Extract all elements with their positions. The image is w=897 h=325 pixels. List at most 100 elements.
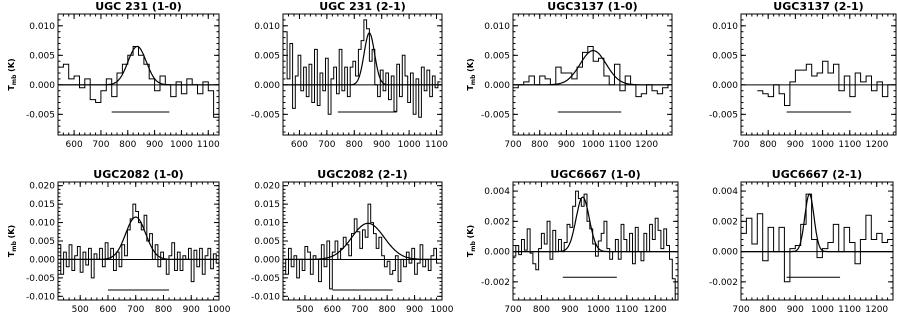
y-tick-label: 0.015 (29, 200, 55, 210)
y-tick-label: -0.010 (26, 292, 55, 302)
spectrum-panel: UGC2082 (2-1) 500 600 700 800 900 1000 -0.010 -0… (251, 168, 454, 315)
spectrum-panel: UGC6667 (1-0) 700 800 900 1000 1100 1200 -0.002… (466, 168, 679, 315)
x-tick-label: 700 (318, 140, 335, 150)
x-tick-label: 900 (373, 140, 390, 150)
spectrum-histogram (513, 46, 672, 98)
x-tick-label: 900 (146, 140, 163, 150)
y-tick-label: 0.002 (712, 217, 738, 227)
y-tick-label: 0.000 (254, 255, 280, 265)
x-tick-label: 800 (531, 140, 548, 150)
y-tick-label: 0.005 (712, 51, 738, 61)
panel-title: UGC3137 (1-0) (547, 0, 637, 13)
spectrum-histogram (741, 193, 893, 283)
x-tick-label: 1000 (582, 140, 605, 150)
y-tick-label: 0.010 (29, 22, 55, 32)
y-tick-label: 0.005 (254, 51, 280, 61)
y-tick-label: 0.000 (712, 248, 738, 258)
spectrum-panel: UGC3137 (1-0) 700 800 900 1000 1100 1200 -0.005… (466, 0, 673, 150)
x-tick-label: 700 (351, 305, 368, 315)
x-tick-label: 1100 (608, 140, 631, 150)
plot-frame (282, 13, 443, 136)
y-tick-label: 0.000 (484, 248, 510, 258)
y-tick-label: 0.005 (254, 237, 280, 247)
y-tick-label: 0.005 (29, 237, 55, 247)
gaussian-fit (58, 45, 219, 86)
y-tick-label: 0.015 (254, 200, 280, 210)
x-tick-label: 1000 (587, 305, 610, 315)
x-tick-label: 1000 (398, 140, 421, 150)
panel-title: UGC6667 (2-1) (772, 168, 862, 181)
x-tick-label: 800 (155, 305, 172, 315)
x-tick-label: 600 (99, 305, 116, 315)
x-tick-label: 700 (504, 140, 521, 150)
spectrum-histogram (284, 19, 441, 118)
spectrum-panel: UGC3137 (2-1) 700 800 900 1000 1100 1200 -0.005… (709, 0, 897, 150)
x-tick-label: 600 (66, 140, 83, 150)
y-tick-label: 0.000 (29, 255, 55, 265)
x-tick-label: 1100 (615, 305, 638, 315)
x-tick-label: 1100 (838, 140, 861, 150)
x-tick-label: 1100 (838, 305, 861, 315)
x-tick-label: 700 (504, 305, 521, 315)
x-tick-label: 900 (561, 305, 578, 315)
y-axis-label: Tmb (K) (466, 58, 477, 90)
plot-frame (57, 181, 220, 301)
x-tick-label: 1000 (170, 140, 193, 150)
x-tick-label: 900 (558, 140, 575, 150)
y-tick-label: 0.005 (484, 51, 510, 61)
y-tick-label: -0.005 (251, 110, 280, 120)
x-tick-label: 700 (732, 305, 749, 315)
y-axis-label: Tmb (K) (466, 225, 477, 257)
y-tick-label: 0.010 (712, 22, 738, 32)
x-tick-label: 700 (732, 140, 749, 150)
spectrum-histogram (283, 203, 440, 290)
x-tick-label: 600 (324, 305, 341, 315)
y-tick-label: 0.005 (29, 51, 55, 61)
x-tick-label: 1000 (208, 305, 231, 315)
x-tick-label: 1000 (811, 140, 834, 150)
y-tick-label: -0.002 (709, 278, 738, 288)
y-tick-label: 0.020 (254, 182, 280, 192)
panel-title: UGC 231 (1-0) (95, 0, 182, 13)
spectrum-histogram (757, 60, 894, 106)
y-tick-label: 0.010 (254, 22, 280, 32)
y-tick-label: 0.004 (712, 187, 738, 197)
y-tick-label: 0.000 (484, 81, 510, 91)
y-axis-label: Tmb (K) (7, 58, 18, 90)
panel-title: UGC3137 (2-1) (773, 0, 863, 13)
x-tick-label: 1200 (635, 140, 658, 150)
gaussian-fit (283, 222, 442, 260)
y-tick-label: -0.010 (251, 292, 280, 302)
gaussian-fit (741, 193, 893, 253)
x-tick-label: 1100 (197, 140, 220, 150)
y-tick-label: 0.000 (29, 81, 55, 91)
y-axis-label: Tmb (K) (7, 225, 18, 257)
panel-title: UGC2082 (2-1) (317, 168, 407, 181)
x-tick-label: 600 (291, 140, 308, 150)
y-tick-label: 0.000 (254, 81, 280, 91)
y-tick-label: 0.010 (254, 219, 280, 229)
spectrum-histogram (513, 190, 676, 300)
y-tick-label: 0.002 (484, 217, 510, 227)
plot-frame (512, 181, 679, 301)
plot-frame (57, 13, 220, 136)
panel-title: UGC6667 (1-0) (550, 168, 640, 181)
x-tick-label: 900 (183, 305, 200, 315)
y-tick-label: -0.005 (481, 110, 510, 120)
x-tick-label: 1200 (644, 305, 667, 315)
plot-frame (512, 13, 673, 136)
y-tick-label: -0.005 (26, 274, 55, 284)
spectrum-histogram (58, 46, 219, 118)
y-tick-label: 0.000 (712, 81, 738, 91)
x-tick-label: 900 (787, 140, 804, 150)
x-tick-label: 700 (127, 305, 144, 315)
x-tick-label: 1000 (811, 305, 834, 315)
plot-frame (740, 13, 897, 136)
panel-title: UGC2082 (1-0) (93, 168, 183, 181)
spectrum-panel: UGC 231 (2-1) 600 700 800 900 1000 1100 -0.005 0… (251, 0, 448, 150)
y-tick-label: -0.002 (481, 278, 510, 288)
y-tick-label: 0.004 (484, 187, 510, 197)
x-tick-label: 900 (406, 305, 423, 315)
x-tick-label: 800 (346, 140, 363, 150)
